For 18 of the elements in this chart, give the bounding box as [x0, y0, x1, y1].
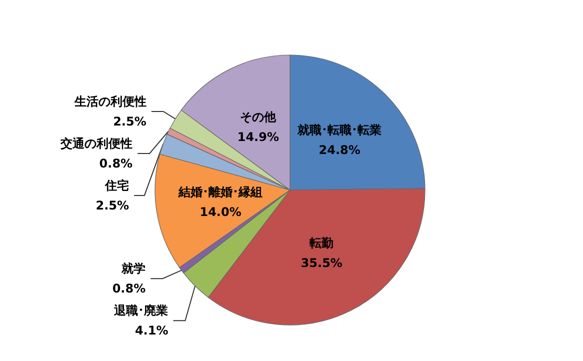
data-label: 14.0%: [200, 205, 242, 220]
data-label: 2.5%: [96, 198, 130, 212]
data-label: 0.8%: [99, 156, 133, 170]
data-label: 14.9%: [237, 130, 279, 144]
slice-label: 就職･転職･転業: [296, 122, 382, 137]
data-label: 35.5%: [300, 256, 342, 270]
data-label: 0.8%: [112, 282, 146, 296]
slice-label: 交通の利便性: [60, 136, 133, 150]
slice-label: 転勤: [310, 236, 334, 250]
slice-label: 退職･廃業: [113, 304, 168, 318]
slice-label: 住宅: [104, 178, 130, 192]
data-label: 4.1%: [134, 324, 168, 338]
slice-label: 結婚･離婚･縁組: [178, 185, 263, 200]
slice-label: 就学: [120, 262, 146, 276]
slice-label: その他: [240, 110, 278, 124]
slice-label: 生活の利便性: [73, 94, 146, 108]
data-label: 2.5%: [113, 114, 146, 128]
data-label: 24.8%: [318, 142, 360, 157]
